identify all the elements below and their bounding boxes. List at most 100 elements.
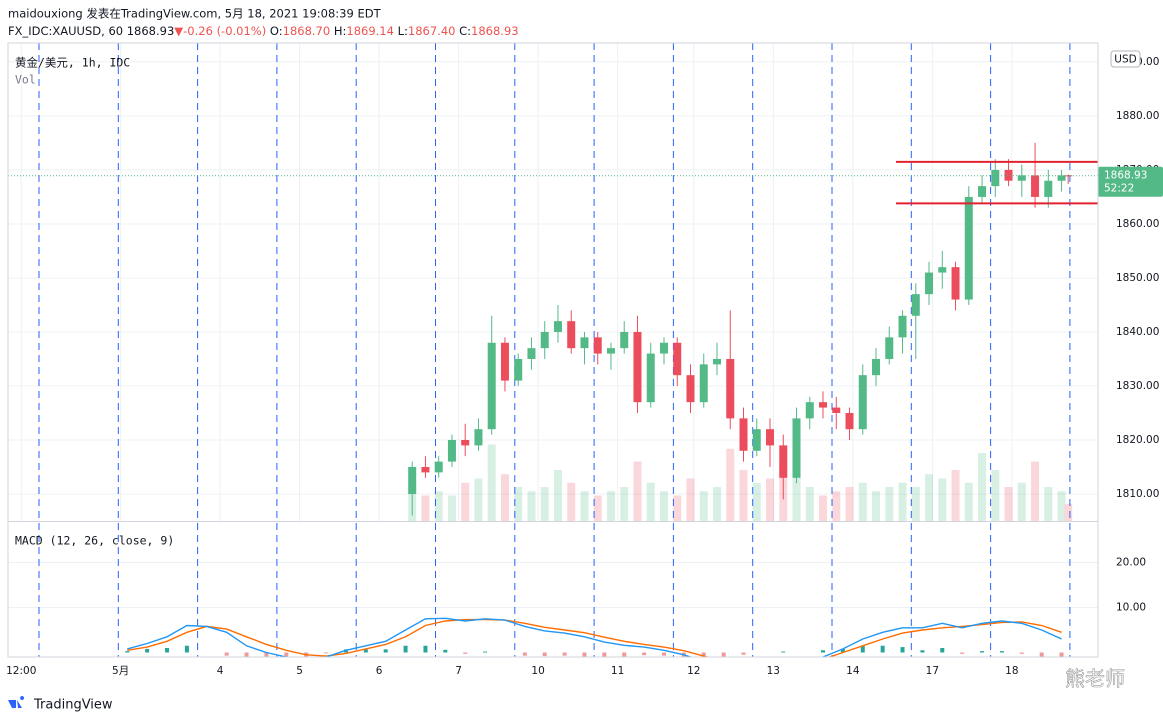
histogram-bar xyxy=(741,652,746,655)
candle-body xyxy=(500,342,509,381)
volume-bar xyxy=(991,470,1000,521)
candle-body xyxy=(606,348,615,354)
volume-bar xyxy=(474,478,483,521)
volume-bar xyxy=(514,487,523,521)
histogram-bar xyxy=(602,652,607,657)
volume-bar xyxy=(540,487,549,521)
candle-body xyxy=(434,461,443,473)
volume-bar xyxy=(593,495,602,521)
candle-body xyxy=(925,272,934,295)
volume-bar xyxy=(1057,491,1066,521)
x-tick-label: 7 xyxy=(455,665,462,677)
histogram-bar xyxy=(403,645,408,653)
y-tick-label: 1840.00 xyxy=(1116,326,1159,338)
candle-body xyxy=(673,342,682,376)
volume-bar xyxy=(500,474,509,521)
candle-body xyxy=(898,315,907,338)
volume-bar xyxy=(421,495,430,521)
candle-body xyxy=(1031,175,1040,197)
candle-body xyxy=(1064,175,1073,177)
candle-body xyxy=(739,418,748,451)
candle-body xyxy=(938,267,947,273)
x-tick-label: 4 xyxy=(217,665,224,677)
x-tick-label: 13 xyxy=(767,665,780,677)
candle-body xyxy=(567,321,576,349)
candle-body xyxy=(527,348,536,359)
candle-body xyxy=(832,407,841,413)
x-tick-label: 17 xyxy=(926,665,939,677)
volume-bar xyxy=(673,495,682,521)
x-tick-label: 5月 xyxy=(112,665,129,677)
volume-bar xyxy=(620,487,629,521)
histogram-bar xyxy=(860,645,865,653)
l-label: L: xyxy=(398,24,408,38)
volume-bar xyxy=(699,491,708,521)
y-tick-label: 1820.00 xyxy=(1116,434,1159,446)
volume-bar xyxy=(527,491,536,521)
histogram-bar xyxy=(960,652,965,654)
histogram-bar xyxy=(721,652,726,657)
x-tick-label: 14 xyxy=(846,665,860,677)
candle-body xyxy=(699,364,708,403)
volume-bar xyxy=(805,487,814,521)
candle-body xyxy=(686,375,695,403)
y-tick-label: 1880.00 xyxy=(1116,110,1159,122)
candle-body xyxy=(659,342,668,354)
currency-badge[interactable] xyxy=(1110,50,1141,68)
candle-body xyxy=(1004,169,1013,181)
histogram-bar xyxy=(483,651,488,653)
candle-body xyxy=(766,429,775,446)
histogram-bar xyxy=(920,650,925,653)
histogram-bar xyxy=(781,651,786,653)
volume-bar xyxy=(885,487,894,521)
candle-body xyxy=(911,294,920,316)
watermark: 熊老师 xyxy=(1065,667,1125,691)
volume-bar xyxy=(978,453,987,521)
volume-bar xyxy=(659,491,668,521)
tradingview-logo xyxy=(8,696,25,708)
candle-body xyxy=(593,337,602,354)
volume-bar xyxy=(951,470,960,521)
candle-body xyxy=(805,402,814,419)
y-tick-label: 1850.00 xyxy=(1116,272,1159,284)
candle-body xyxy=(845,412,854,430)
volume-bar xyxy=(1031,461,1040,521)
histogram-bar xyxy=(264,652,269,657)
x-tick-label: 11 xyxy=(611,665,624,677)
volume-bar xyxy=(606,491,615,521)
candle-body xyxy=(1044,180,1053,197)
histogram-bar xyxy=(840,648,845,653)
volume-bar xyxy=(964,482,973,521)
countdown: 52:22 xyxy=(1104,183,1134,195)
histogram-bar xyxy=(900,647,905,653)
volume-bar xyxy=(1017,482,1026,521)
histogram-bar xyxy=(1059,652,1064,657)
arrow: ▼ xyxy=(174,24,183,38)
close: 1868.93 xyxy=(471,24,519,38)
volume-bar xyxy=(925,474,934,521)
candle-body xyxy=(633,331,642,403)
candle-body xyxy=(447,439,456,462)
candle-body xyxy=(712,358,721,365)
histogram-bar xyxy=(363,649,368,653)
x-tick-label: 12:00 xyxy=(6,665,36,677)
histogram-bar xyxy=(125,651,130,653)
histogram-bar xyxy=(145,648,150,653)
volume-bar xyxy=(792,461,801,521)
histogram-bar xyxy=(821,650,826,653)
candle-body xyxy=(408,466,417,494)
volume-bar xyxy=(819,495,828,521)
volume-bar xyxy=(646,482,655,521)
volume-bar xyxy=(1004,487,1013,521)
histogram-bar xyxy=(642,652,647,656)
open: 1868.70 xyxy=(283,24,331,38)
candle-body xyxy=(514,358,523,381)
histogram-bar xyxy=(522,652,527,656)
histogram-bar xyxy=(284,652,289,657)
volume-bar xyxy=(487,444,496,521)
x-tick-label: 12 xyxy=(687,665,700,677)
candle-body xyxy=(978,186,987,197)
candle-body xyxy=(1017,175,1026,181)
volume-bar xyxy=(766,478,775,521)
